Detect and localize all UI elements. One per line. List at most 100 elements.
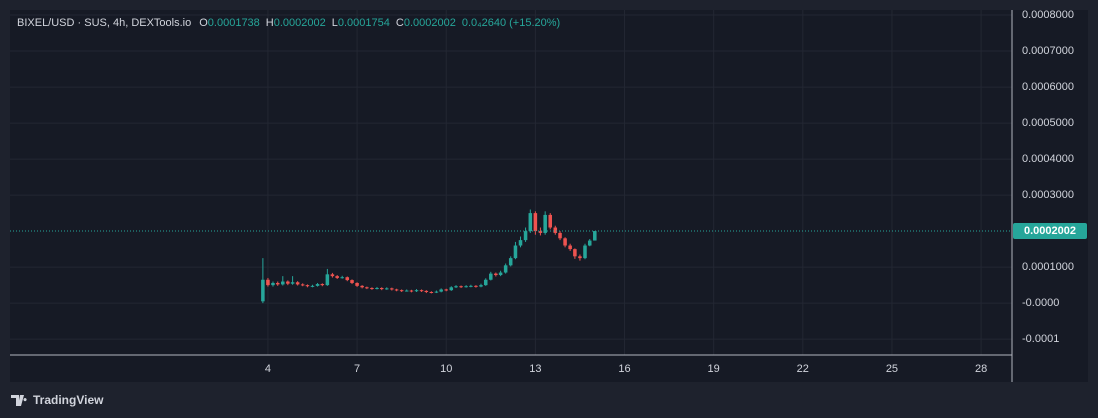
candle-body bbox=[503, 265, 508, 273]
x-tick-label: 19 bbox=[708, 363, 720, 375]
candle-body bbox=[578, 256, 582, 259]
legend-value: 0.0002002 bbox=[274, 17, 326, 29]
candle-body bbox=[543, 214, 547, 233]
candle-body bbox=[271, 282, 275, 286]
grid bbox=[10, 10, 1012, 355]
candle-body bbox=[553, 227, 558, 233]
candle-body bbox=[290, 282, 295, 284]
candle-body bbox=[434, 291, 439, 293]
candle-body bbox=[350, 280, 354, 283]
candle-body bbox=[498, 272, 503, 276]
candle-body bbox=[419, 290, 424, 292]
candle-body bbox=[379, 288, 384, 290]
y-tick-label: 0.0008000 bbox=[1022, 9, 1074, 21]
candle-body bbox=[370, 288, 374, 290]
x-tick-label: 28 bbox=[975, 363, 987, 375]
candle-body bbox=[533, 213, 538, 232]
candle-body bbox=[355, 282, 359, 286]
x-tick-label: 22 bbox=[797, 363, 809, 375]
candle-body bbox=[300, 284, 305, 286]
candle-body bbox=[548, 214, 552, 228]
candle-body bbox=[469, 285, 473, 287]
last-price-box bbox=[1013, 223, 1087, 240]
candle-body bbox=[494, 273, 498, 276]
candle-body bbox=[394, 289, 399, 291]
candle-body bbox=[513, 245, 518, 259]
legend-key: L bbox=[332, 17, 338, 29]
candle-body bbox=[479, 285, 483, 287]
candle-body bbox=[315, 284, 320, 286]
candle-body bbox=[508, 258, 513, 266]
legend-key: H bbox=[266, 17, 274, 29]
candle-body bbox=[390, 288, 394, 290]
logo-mark bbox=[11, 395, 27, 406]
candle-body bbox=[345, 277, 350, 281]
candle-body bbox=[439, 289, 443, 292]
candle-body bbox=[375, 288, 379, 290]
y-tick-label: -0.0001 bbox=[1022, 333, 1059, 345]
candle-body bbox=[568, 245, 572, 250]
candle-body bbox=[340, 277, 344, 279]
candle-body bbox=[518, 240, 523, 246]
brand-name: TradingView bbox=[33, 393, 104, 407]
candle-body bbox=[483, 279, 488, 286]
candle-body bbox=[281, 281, 285, 285]
candle-body bbox=[573, 249, 577, 257]
candle-body bbox=[404, 290, 409, 292]
candle-body bbox=[528, 213, 533, 232]
candle-body bbox=[261, 279, 265, 302]
candle-body bbox=[385, 288, 389, 290]
candle-body bbox=[424, 290, 429, 292]
x-tick-label: 4 bbox=[265, 363, 271, 375]
y-tick-label: 0.0005000 bbox=[1022, 117, 1074, 129]
candle-body bbox=[489, 273, 493, 280]
candle-body bbox=[414, 290, 419, 292]
candle-body bbox=[286, 281, 290, 284]
candle-body bbox=[360, 285, 364, 288]
candle-body bbox=[464, 286, 468, 288]
candle-body bbox=[320, 284, 325, 286]
candle-body bbox=[593, 231, 597, 241]
candle-body bbox=[310, 285, 315, 287]
candle-body bbox=[409, 290, 414, 292]
candle-body bbox=[365, 287, 369, 289]
symbol-info: BIXEL/USD · SUS, 4h, DEXTools.io bbox=[17, 17, 191, 29]
legend-key: C bbox=[396, 17, 404, 29]
candle-body bbox=[563, 238, 567, 246]
y-tick-label: 0.0004000 bbox=[1022, 153, 1074, 165]
candle-body bbox=[295, 282, 300, 285]
candle-body bbox=[538, 231, 543, 233]
candle-body bbox=[474, 285, 478, 287]
legend-value: 0.0001754 bbox=[338, 17, 390, 29]
candle-body bbox=[325, 274, 330, 286]
candle-body bbox=[587, 240, 592, 246]
y-tick-label: -0.0000 bbox=[1022, 297, 1059, 309]
y-tick-label: 0.0006000 bbox=[1022, 81, 1074, 93]
x-tick-label: 16 bbox=[618, 363, 630, 375]
x-tick-label: 7 bbox=[354, 363, 360, 375]
candle-body bbox=[330, 274, 335, 277]
brand-logo[interactable]: TradingView bbox=[11, 393, 104, 407]
candle-body bbox=[583, 245, 587, 259]
candle-body bbox=[558, 232, 562, 239]
legend-value: 0.0001738 bbox=[208, 17, 260, 29]
candle-body bbox=[399, 290, 404, 292]
candle-body bbox=[459, 286, 463, 288]
candle-body bbox=[305, 285, 310, 287]
x-tick-label: 13 bbox=[529, 363, 541, 375]
y-tick-label: 0.0003000 bbox=[1022, 189, 1074, 201]
candle-body bbox=[429, 291, 434, 293]
candle-body bbox=[454, 286, 458, 288]
legend-key: O bbox=[199, 17, 208, 29]
candle-body bbox=[275, 282, 280, 285]
candle-body bbox=[444, 289, 448, 291]
x-tick-label: 25 bbox=[886, 363, 898, 375]
y-tick-label: 0.0001000 bbox=[1022, 261, 1074, 273]
candle-body bbox=[523, 231, 528, 241]
legend-change: 0.0₄2640 (+15.20%) bbox=[462, 17, 560, 29]
x-tick-label: 10 bbox=[440, 363, 452, 375]
candle-body bbox=[449, 287, 454, 291]
y-tick-label: 0.0007000 bbox=[1022, 45, 1074, 57]
